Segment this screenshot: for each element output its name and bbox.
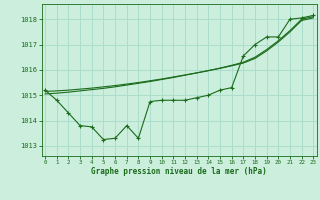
X-axis label: Graphe pression niveau de la mer (hPa): Graphe pression niveau de la mer (hPa) bbox=[91, 167, 267, 176]
